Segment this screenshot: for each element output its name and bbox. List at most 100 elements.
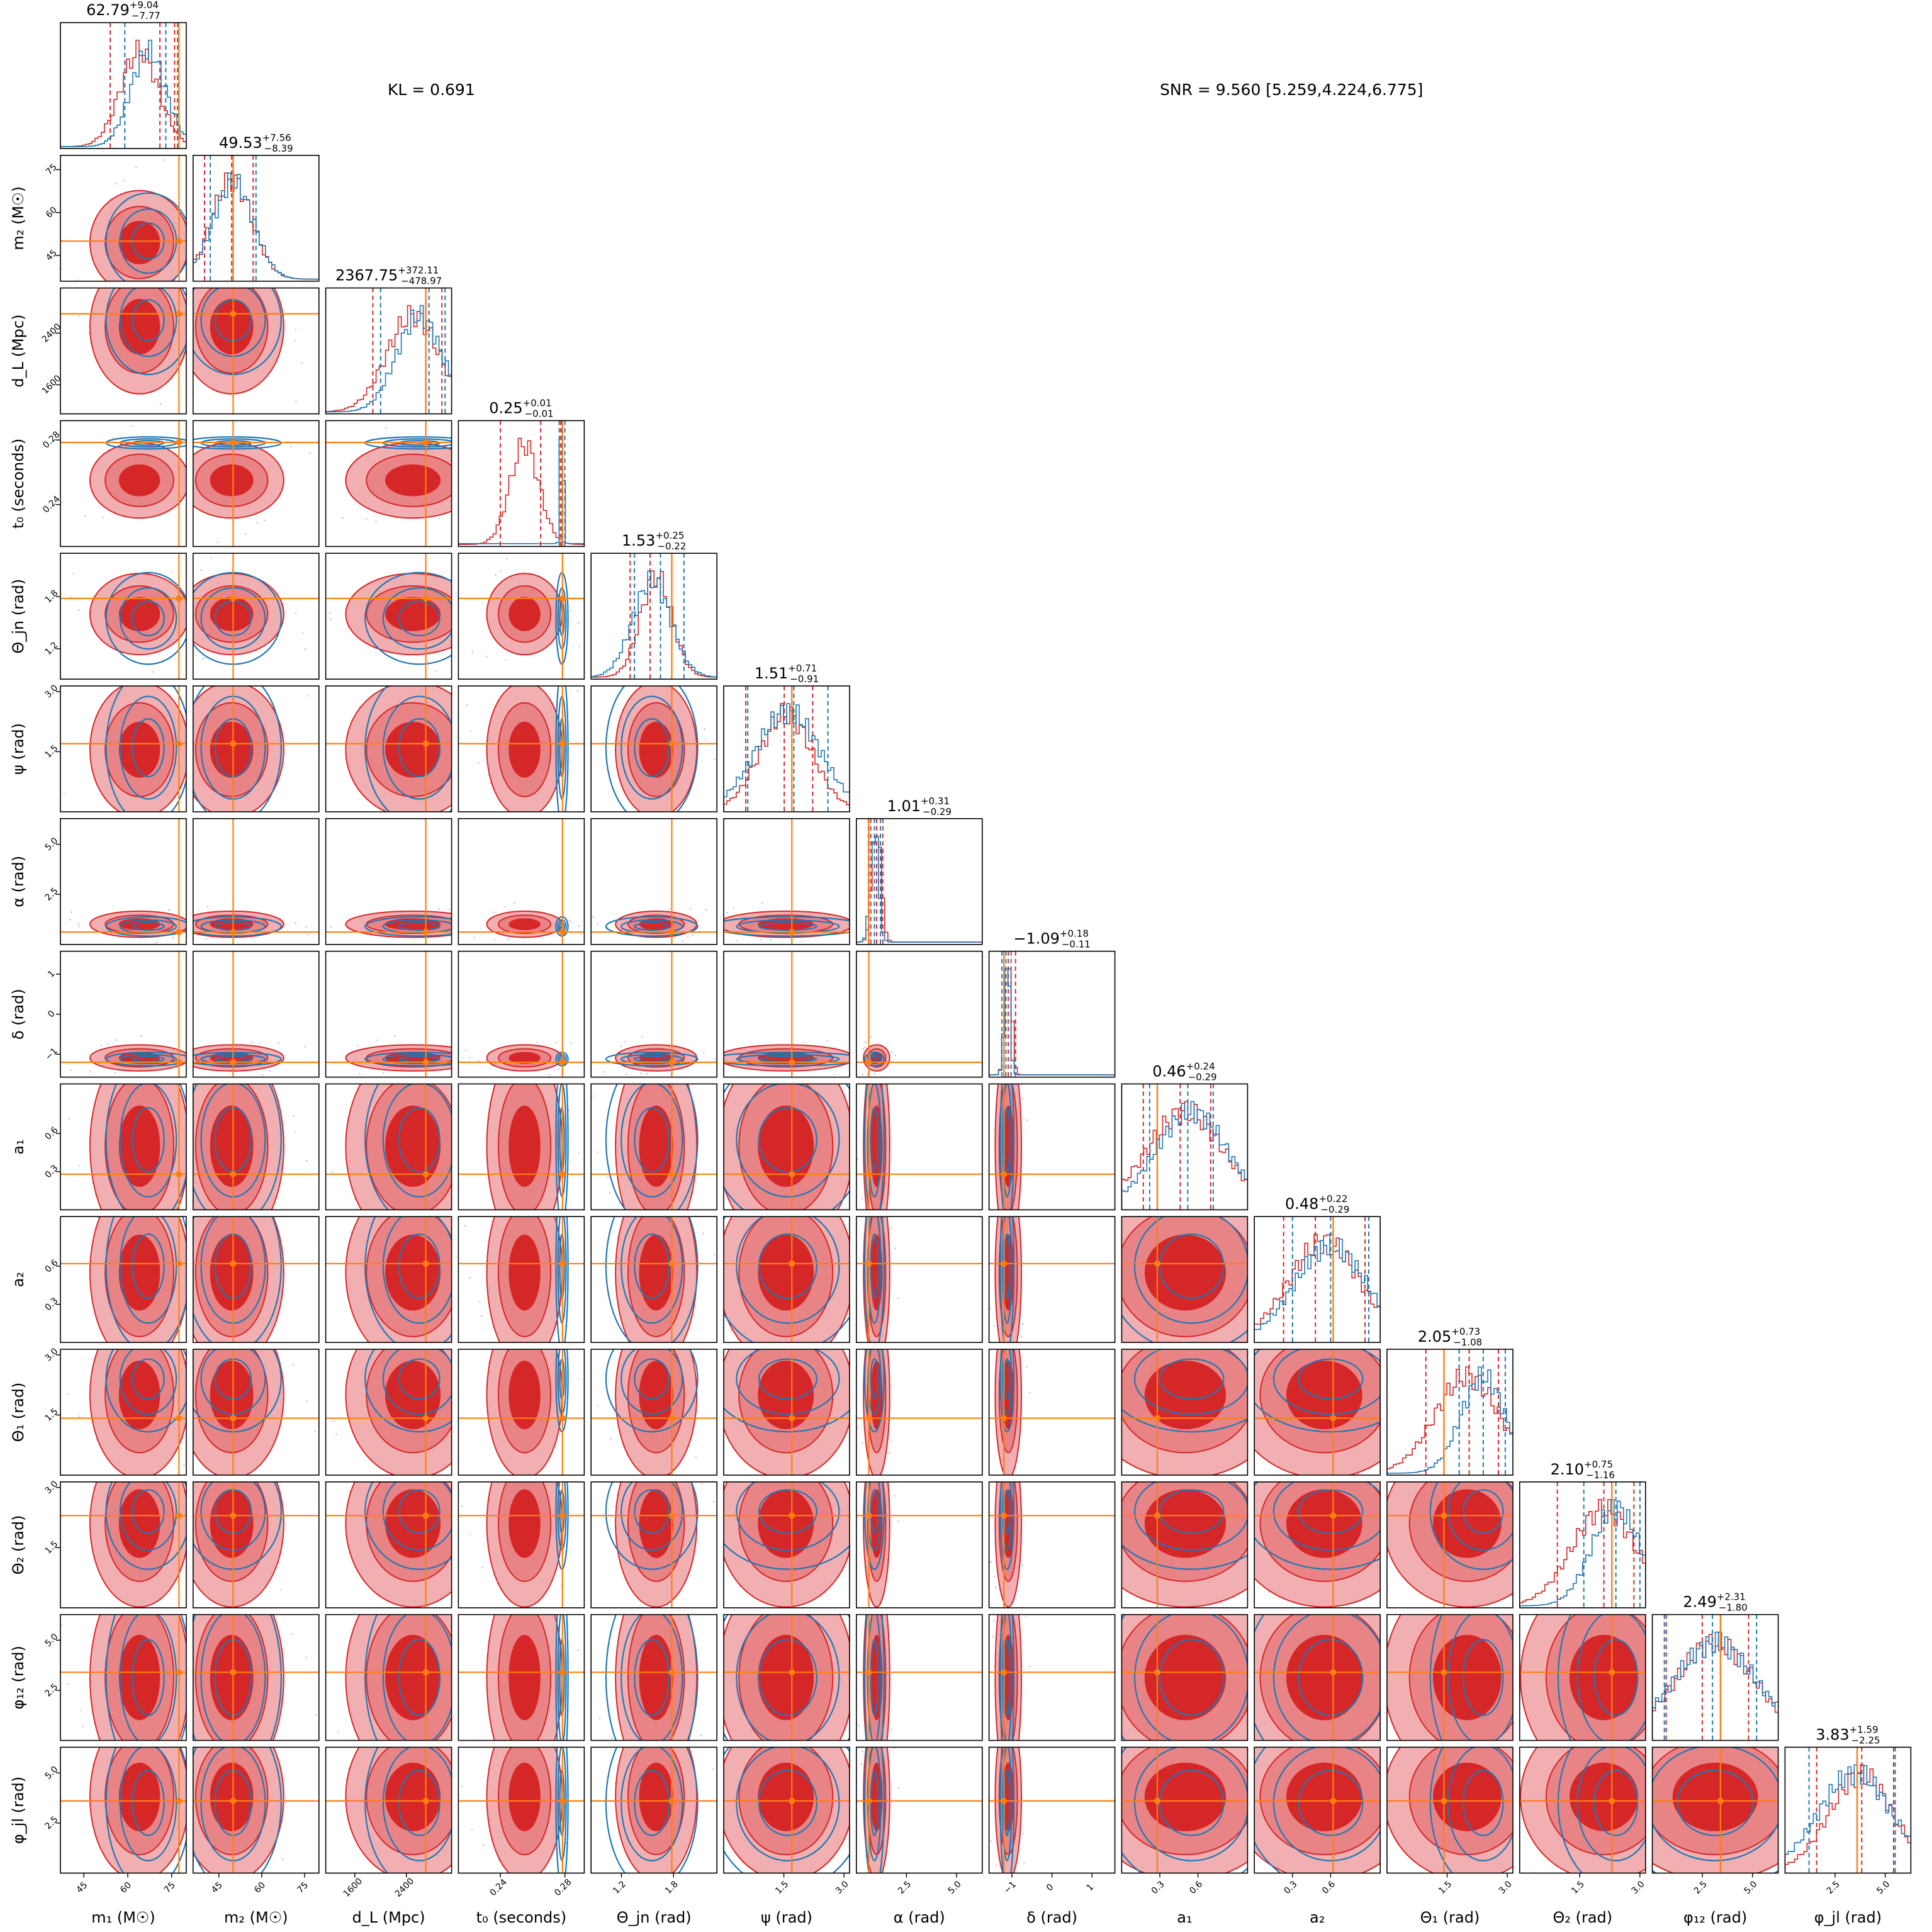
sample-dot (383, 1072, 385, 1074)
sample-dot (96, 1450, 98, 1452)
contour-series-b-level-0 (105, 1216, 186, 1343)
sample-dot (663, 945, 665, 947)
sample-dot (188, 1571, 189, 1573)
truth-marker (865, 1797, 872, 1804)
panel-content (1254, 1747, 1381, 1873)
sample-dot (551, 816, 553, 817)
contour-series-b-level-0 (999, 1216, 1015, 1343)
panel-delta-vs-theta_jn (590, 950, 718, 1078)
sample-dot (717, 1505, 719, 1507)
panel-content (458, 674, 585, 817)
sample-dot (553, 1069, 555, 1072)
sample-dot (570, 1042, 572, 1045)
panel-frame (60, 818, 187, 945)
contour-series-b-level-1 (1133, 1349, 1248, 1415)
contour-series-b-level-1 (1576, 1614, 1646, 1741)
sample-dot (578, 1152, 580, 1155)
y-axis-label-dL: d_L (Mpc) (9, 315, 27, 388)
sample-dot (1209, 1897, 1211, 1899)
sample-dot (467, 637, 469, 639)
sample-dot (233, 1479, 235, 1481)
y-tick-label: 0.3 (43, 1296, 60, 1313)
sample-dot (465, 1160, 467, 1162)
contour-series-b-level-0 (555, 1084, 569, 1210)
sample-dot (714, 1340, 716, 1342)
contour-series-b-level-1 (382, 1747, 452, 1862)
sample-dot (1021, 1601, 1023, 1603)
contour-series-a-level-2 (118, 1489, 160, 1558)
panel-frame (1121, 1083, 1249, 1211)
sample-dot (172, 936, 174, 939)
sample-dot (559, 1345, 561, 1347)
panel-theta1-vs-a2 (1254, 1349, 1381, 1476)
sample-dot (1093, 1761, 1095, 1763)
sample-dot (427, 1605, 429, 1607)
panel-content (591, 686, 717, 833)
sample-dot (1075, 1477, 1077, 1479)
sample-dot (335, 1433, 338, 1435)
panel-content (1519, 1614, 1646, 1741)
panel-a2-vs-alpha (856, 1216, 983, 1343)
contour-series-b-level-0 (364, 1349, 452, 1433)
panel-a2-vs-delta (988, 1216, 1116, 1343)
panel-frame (1651, 1746, 1779, 1874)
sample-dot (1255, 1205, 1257, 1206)
panel-phijl-vs-delta: −1 0 1 (988, 1746, 1116, 1896)
contour-series-b-level-1 (1652, 1747, 1778, 1862)
panel-content (193, 155, 319, 281)
sample-dot (295, 922, 297, 924)
sample-dot (989, 1840, 992, 1842)
truth-marker (1154, 1260, 1160, 1267)
sample-dot (544, 674, 546, 676)
sample-dot (623, 831, 625, 833)
contour-series-b-level-0 (864, 1216, 885, 1343)
truth-marker (559, 1059, 566, 1065)
sample-dot (106, 1903, 108, 1905)
sample-dot (308, 1087, 310, 1089)
panel-psi-vs-m1: 1.5 3.0 (43, 683, 187, 812)
sample-dot (70, 596, 72, 598)
sample-dot (879, 1025, 880, 1027)
panel-content (1519, 1747, 1646, 1873)
truth-marker (230, 1059, 237, 1065)
y-axis-label-phijl: φ_jl (rad) (9, 1777, 27, 1844)
x-tick-label: 2400 (393, 1876, 417, 1899)
sample-dot (198, 909, 199, 912)
contour-series-b-level-1 (200, 1614, 266, 1741)
sample-dot (188, 235, 190, 237)
panel-a2-vs-theta_jn (590, 1216, 718, 1343)
panel-phijl-vs-theta1: 1.5 3.0 (1386, 1746, 1514, 1896)
sample-dot (527, 1478, 529, 1480)
panel-theta1-vs-alpha (856, 1349, 983, 1476)
y-tick-label: 3.0 (43, 683, 60, 700)
truth-marker (176, 1512, 183, 1519)
x-tick-label: 75 (162, 1880, 177, 1895)
panel-theta_jn-vs-theta_jn: 1.53+0.25 −0.22 (590, 530, 718, 680)
panel-content (724, 686, 850, 812)
panel-frame (723, 1614, 850, 1741)
panel-frame (856, 818, 983, 945)
panel-content (325, 420, 452, 547)
x-axis-label-theta_jn: Θ_jn (rad) (617, 1909, 692, 1926)
panel-content (591, 1084, 717, 1210)
sample-dot (332, 1420, 334, 1422)
panel-frame (458, 1083, 585, 1211)
panel-alpha-vs-t0 (458, 818, 585, 945)
contour-series-b-level-1 (736, 1614, 840, 1741)
contour-series-b-level-1 (119, 1747, 177, 1862)
panel-content (193, 1614, 319, 1741)
sample-dot (123, 179, 125, 182)
panel-phijl-vs-theta_jn: 1.2 1.8 (590, 1746, 718, 1896)
sample-dot (506, 558, 508, 559)
panel-phi12-vs-phi12: 2.49+2.31 −1.80 (1651, 1592, 1779, 1741)
sample-dot (862, 1354, 863, 1356)
contour-series-a-level-2 (118, 464, 160, 497)
contour-series-b-level-1 (382, 1084, 452, 1198)
panel-content (856, 1349, 982, 1475)
contour-series-b-level-1 (382, 1349, 452, 1415)
contour-series-b-level-0 (364, 1614, 378, 1741)
sample-dot (1021, 1338, 1023, 1340)
panel-content (856, 1614, 982, 1741)
panel-content (1387, 1481, 1513, 1608)
sample-dot (190, 1379, 192, 1381)
